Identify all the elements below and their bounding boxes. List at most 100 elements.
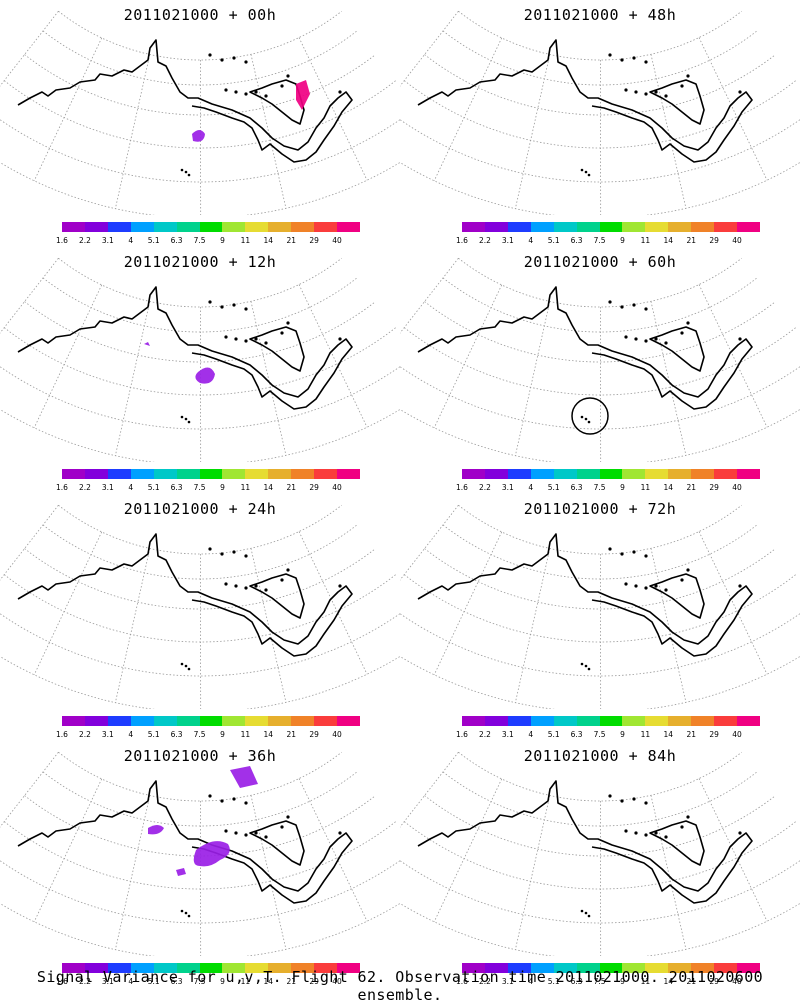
island [654, 831, 657, 834]
island [624, 335, 627, 338]
island [644, 801, 647, 804]
panel-title: 2011021000 + 72h [400, 500, 800, 518]
hawaii-island [588, 668, 591, 671]
island [244, 339, 247, 342]
island [220, 799, 223, 802]
hawaii-island [188, 421, 191, 424]
colorbar-swatch [154, 222, 177, 232]
map-layer [0, 258, 400, 462]
colorbar-tick-label: 40 [732, 483, 742, 492]
graticule-meridian [299, 532, 367, 675]
graticule-latitude [0, 107, 400, 182]
colorbar-tick-label: 40 [332, 483, 342, 492]
island [664, 341, 667, 344]
island [244, 307, 247, 310]
colorbar-swatch [131, 716, 154, 726]
variance-region [192, 130, 205, 142]
island [624, 582, 627, 585]
island [680, 84, 683, 87]
polar-map [400, 247, 800, 462]
colorbar-tick-label: 7.5 [194, 236, 206, 245]
island [280, 578, 283, 581]
colorbar-tick-label: 40 [732, 730, 742, 739]
colorbar-tick-label: 4 [528, 730, 533, 739]
island [680, 331, 683, 334]
graticule-latitude [443, 772, 757, 826]
colorbar-swatch [531, 469, 554, 479]
graticule-meridian [434, 285, 502, 428]
colorbar-swatch [268, 716, 291, 726]
colorbar-swatch [200, 716, 223, 726]
colorbar-tick-label: 3.1 [102, 236, 114, 245]
colorbar-swatch [691, 716, 714, 726]
island [264, 588, 267, 591]
hawaii-island [181, 416, 184, 419]
colorbar-tick-label: 6.3 [571, 236, 583, 245]
colorbar-swatch [337, 716, 360, 726]
island [634, 90, 637, 93]
island [634, 584, 637, 587]
colorbar-swatch [577, 469, 600, 479]
colorbar-swatch [531, 222, 554, 232]
coastline [650, 574, 704, 618]
hawaii-island [181, 663, 184, 666]
colorbar-tick-label: 9 [220, 730, 225, 739]
colorbar-swatch [337, 222, 360, 232]
panel-title: 2011021000 + 00h [0, 6, 400, 24]
colorbar-tick-label: 3.1 [502, 483, 514, 492]
polar-map [0, 0, 400, 215]
colorbar-swatch [177, 469, 200, 479]
island [608, 547, 611, 550]
colorbar-tick-label: 21 [686, 236, 696, 245]
island [654, 337, 657, 340]
colorbar-tick-label: 2.2 [79, 730, 91, 739]
colorbar-swatch [485, 222, 508, 232]
island [286, 815, 289, 818]
graticule-meridian [434, 38, 502, 181]
colorbar-tick-label: 14 [264, 483, 274, 492]
colorbar-swatch [714, 222, 737, 232]
graticule-meridian [34, 285, 102, 428]
island [620, 305, 623, 308]
colorbar-tick-label: 4 [528, 483, 533, 492]
colorbar-swatch [200, 469, 223, 479]
island [232, 56, 235, 59]
island [234, 337, 237, 340]
colorbar-swatch [108, 469, 131, 479]
colorbar-tick-label: 2.2 [479, 483, 491, 492]
colorbar-tick-label: 21 [286, 483, 296, 492]
colorbar-tick-label: 14 [664, 483, 674, 492]
colorbar-tick-label: 9 [220, 236, 225, 245]
graticule-latitude [400, 354, 800, 429]
colorbar-tick-label: 1.6 [56, 483, 68, 492]
colorbar-tick-label: 11 [241, 730, 251, 739]
hawaii-island [588, 915, 591, 918]
graticule-meridian [0, 258, 58, 383]
hawaii-island [188, 174, 191, 177]
colorbar-swatch [600, 716, 623, 726]
island [208, 53, 211, 56]
colorbar-tick-label: 11 [241, 483, 251, 492]
hawaii-island [185, 665, 188, 668]
island [244, 586, 247, 589]
colorbar-swatch [245, 222, 268, 232]
island [224, 829, 227, 832]
island [738, 831, 741, 834]
variance-region [296, 80, 310, 110]
colorbar-tick-label: 4 [128, 483, 133, 492]
island [208, 300, 211, 303]
colorbar-swatch [622, 716, 645, 726]
island [208, 547, 211, 550]
island [644, 307, 647, 310]
colorbar-tick-label: 5.1 [148, 483, 160, 492]
panel-title: 2011021000 + 84h [400, 747, 800, 765]
island [286, 74, 289, 77]
colorbar-swatch [645, 469, 668, 479]
graticule-meridian [115, 795, 149, 949]
coastline [650, 327, 704, 371]
graticule-meridian [299, 285, 367, 428]
colorbar-tick-label: 2.2 [79, 236, 91, 245]
colorbar-tick-label: 29 [309, 730, 319, 739]
colorbar-tick-label: 1.6 [456, 483, 468, 492]
